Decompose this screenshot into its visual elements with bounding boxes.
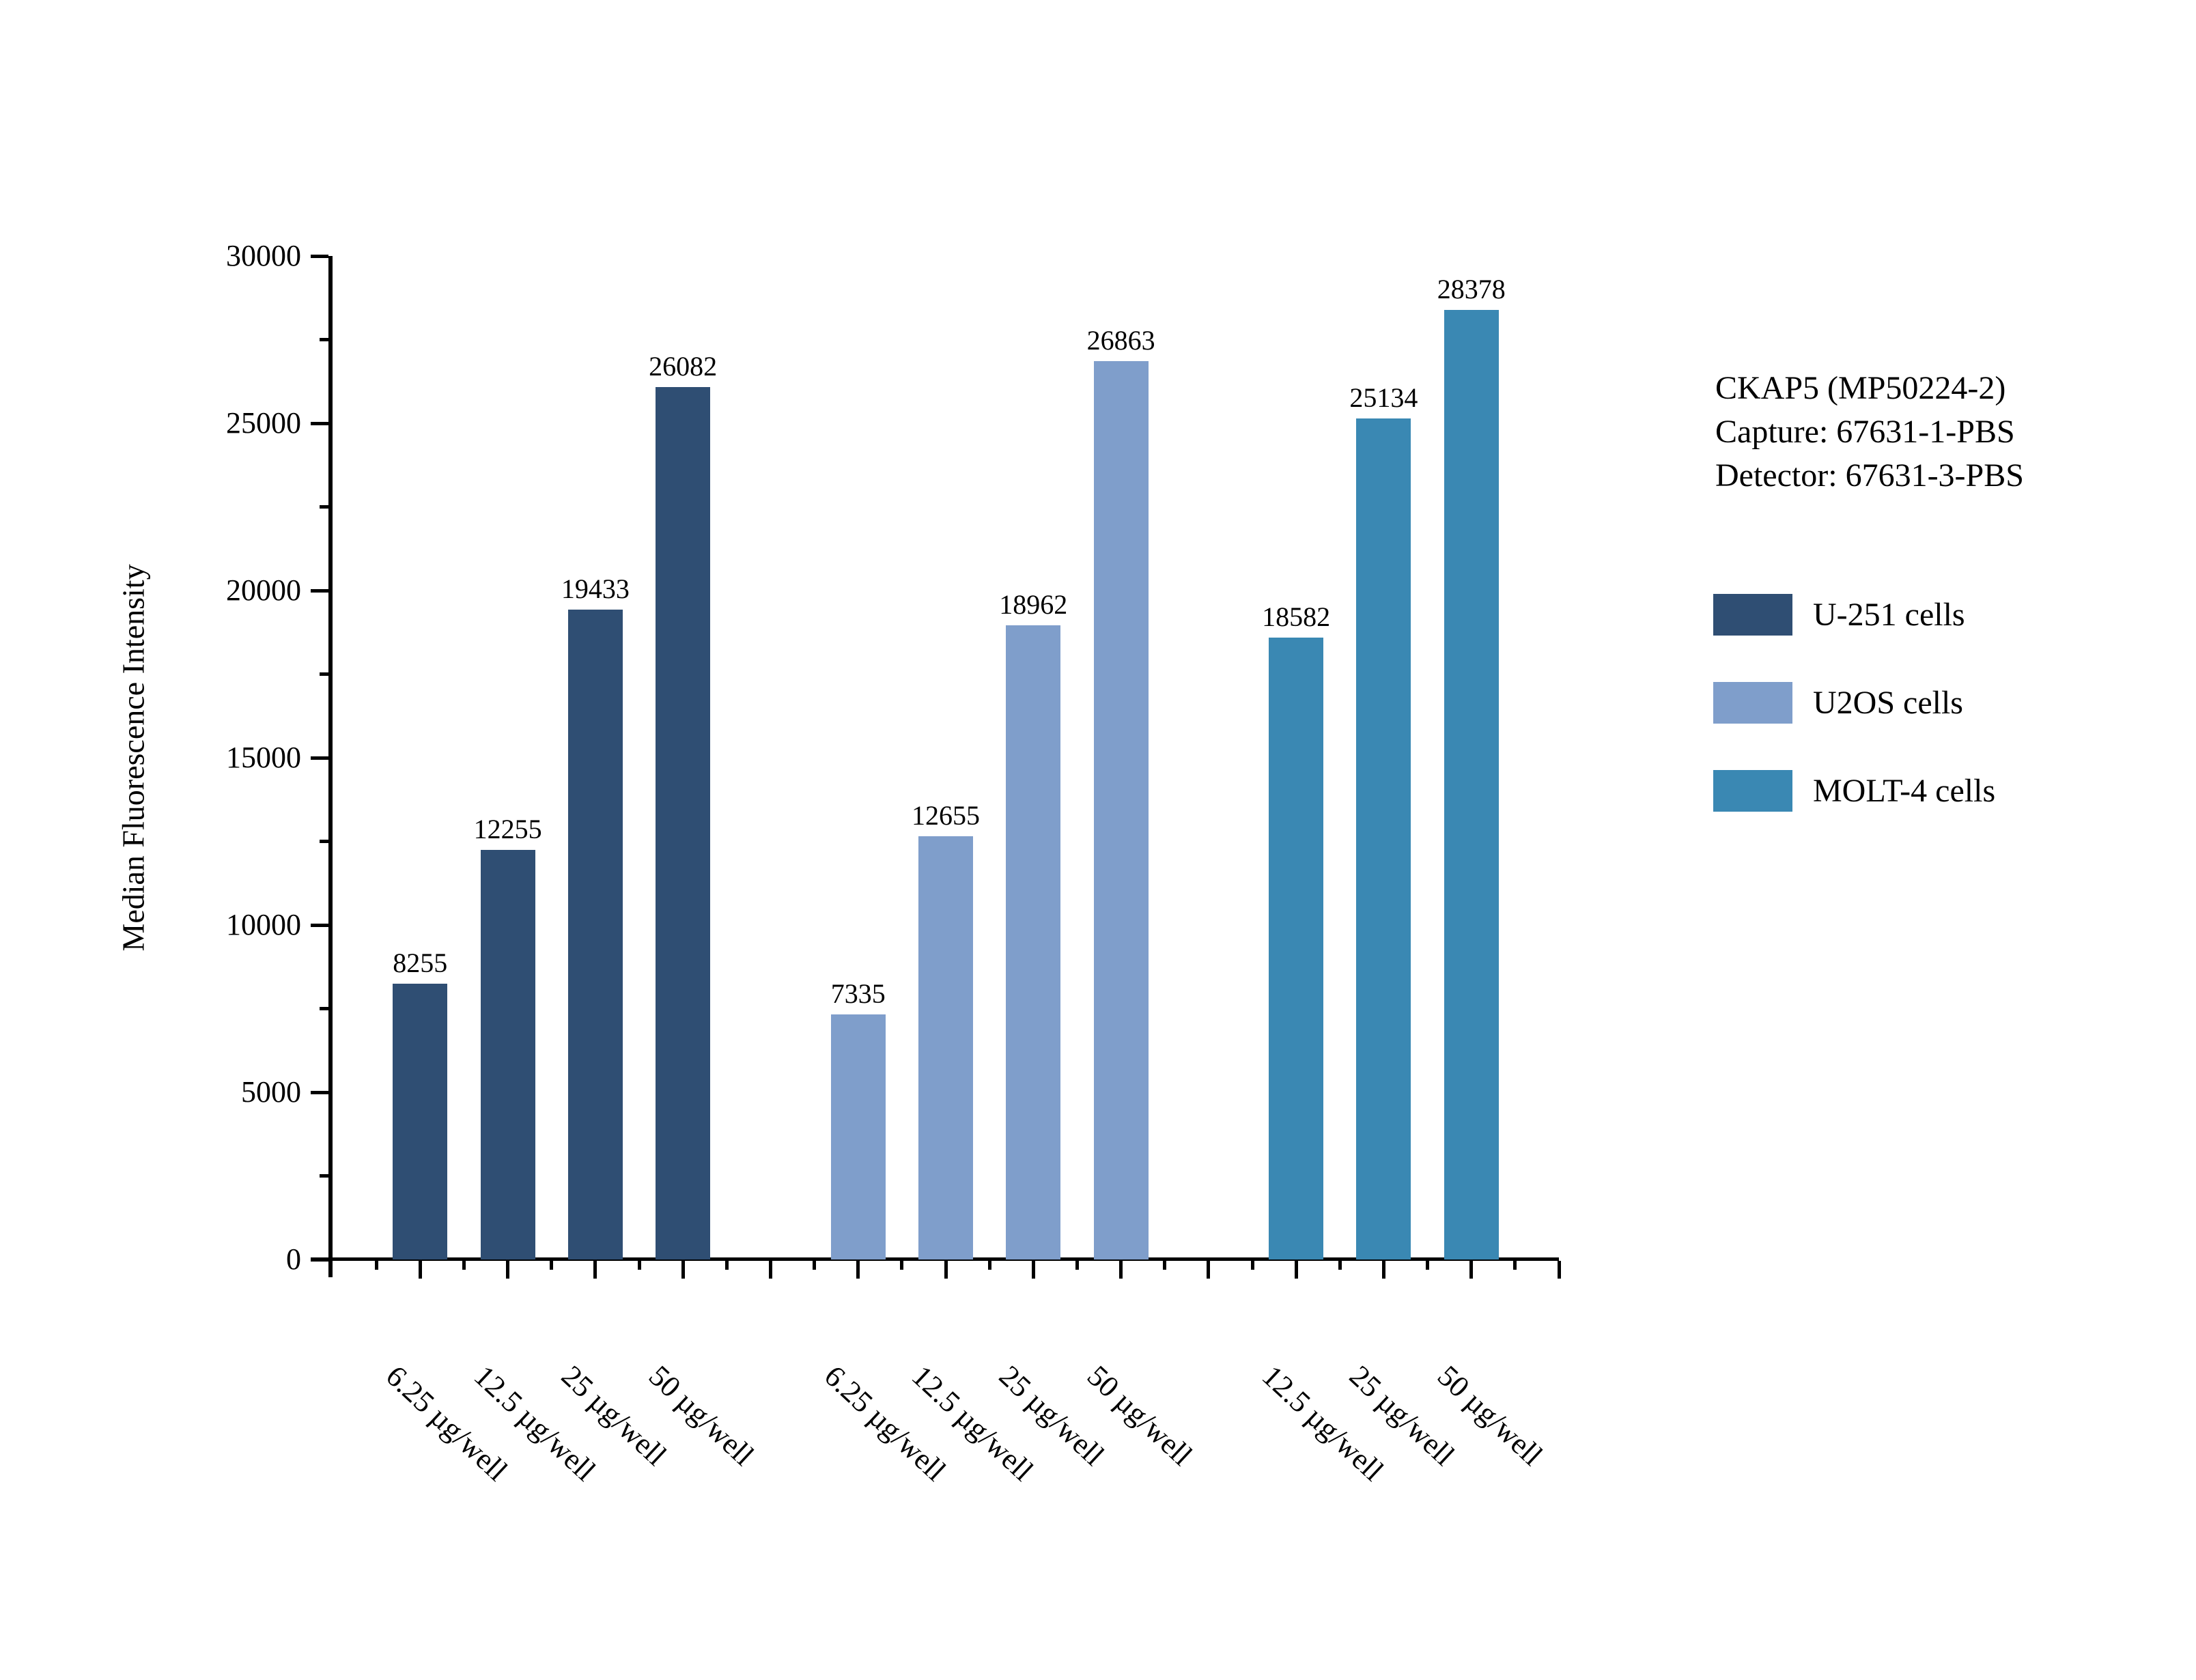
y-minor-tick bbox=[320, 672, 328, 676]
y-major-tick bbox=[311, 923, 328, 927]
x-major-tick bbox=[944, 1261, 948, 1279]
y-tick-label: 5000 bbox=[241, 1075, 301, 1109]
bar-value-label: 12255 bbox=[473, 813, 542, 844]
x-major-tick bbox=[1207, 1261, 1211, 1279]
y-tick-label: 30000 bbox=[226, 239, 301, 272]
legend-swatch bbox=[1713, 594, 1792, 636]
x-minor-tick bbox=[550, 1261, 554, 1270]
x-minor-tick bbox=[1513, 1261, 1517, 1270]
bar-value-label: 7335 bbox=[830, 978, 886, 1009]
plot-area: 0 5000 10000 15000 20000 25000 30000 8255 6.25 µ… bbox=[226, 239, 1561, 1487]
y-major-tick bbox=[311, 756, 328, 760]
y-minor-tick bbox=[320, 1007, 328, 1010]
x-minor-tick bbox=[637, 1261, 641, 1270]
bar-value-label: 18582 bbox=[1262, 601, 1331, 633]
x-minor-tick bbox=[900, 1261, 904, 1270]
x-major-tick bbox=[768, 1261, 772, 1279]
y-axis-title: Median Fluorescence Intensity bbox=[115, 564, 151, 952]
bar bbox=[830, 1014, 886, 1259]
x-major-tick bbox=[1557, 1261, 1561, 1279]
y-minor-tick bbox=[320, 338, 328, 341]
y-tick-label: 15000 bbox=[226, 741, 301, 774]
y-minor-tick bbox=[320, 505, 328, 509]
bar bbox=[1356, 418, 1411, 1259]
legend: U-251 cells U2OS cells MOLT-4 cells bbox=[1713, 594, 1995, 858]
annotation-line-detector: Detector: 67631-3-PBS bbox=[1715, 457, 2024, 494]
x-major-tick bbox=[1381, 1261, 1385, 1279]
y-minor-tick bbox=[320, 1174, 328, 1178]
y-tick-label: 25000 bbox=[226, 406, 301, 440]
x-major-tick bbox=[506, 1261, 510, 1279]
bar bbox=[1093, 360, 1149, 1259]
x-minor-tick bbox=[987, 1261, 991, 1270]
y-major-tick bbox=[311, 588, 328, 593]
y-major-tick bbox=[311, 421, 328, 425]
x-major-tick bbox=[1031, 1261, 1035, 1279]
bar-value-label: 25134 bbox=[1349, 382, 1418, 414]
x-minor-tick bbox=[462, 1261, 466, 1270]
bar-value-label: 19433 bbox=[561, 573, 630, 604]
bar bbox=[567, 609, 623, 1259]
bar-value-label: 12655 bbox=[912, 799, 980, 831]
y-minor-tick bbox=[320, 840, 328, 843]
legend-row: U-251 cells bbox=[1713, 594, 1995, 636]
y-axis-line bbox=[328, 256, 333, 1277]
x-major-tick bbox=[1469, 1261, 1474, 1279]
legend-swatch bbox=[1713, 770, 1792, 812]
x-major-tick bbox=[681, 1261, 685, 1279]
x-minor-tick bbox=[724, 1261, 729, 1270]
x-minor-tick bbox=[374, 1261, 378, 1270]
bar-value-label: 26863 bbox=[1086, 324, 1155, 356]
annotation-line-target: CKAP5 (MP50224-2) bbox=[1715, 370, 2006, 406]
y-tick-label: 0 bbox=[286, 1242, 301, 1276]
x-major-tick bbox=[1119, 1261, 1123, 1279]
x-major-tick bbox=[1294, 1261, 1298, 1279]
bar bbox=[1269, 638, 1324, 1259]
bar bbox=[918, 836, 973, 1259]
bar bbox=[656, 386, 711, 1259]
legend-label: U2OS cells bbox=[1813, 685, 1963, 721]
bar bbox=[1444, 310, 1499, 1259]
legend-label: U-251 cells bbox=[1813, 597, 1965, 633]
legend-row: U2OS cells bbox=[1713, 682, 1995, 724]
legend-label: MOLT-4 cells bbox=[1813, 773, 1996, 809]
legend-swatch bbox=[1713, 682, 1792, 724]
x-minor-tick bbox=[1338, 1261, 1342, 1270]
legend-row: MOLT-4 cells bbox=[1713, 770, 1995, 812]
y-tick-label: 10000 bbox=[226, 908, 301, 941]
bar-value-label: 26082 bbox=[649, 350, 718, 382]
annotation-block: CKAP5 (MP50224-2) Capture: 67631-1-PBS D… bbox=[1715, 367, 2024, 498]
x-major-tick bbox=[593, 1261, 597, 1279]
x-major-tick bbox=[418, 1261, 422, 1279]
bar bbox=[1006, 625, 1061, 1259]
x-minor-tick bbox=[1426, 1261, 1430, 1270]
bar-value-label: 28378 bbox=[1437, 274, 1506, 305]
x-minor-tick bbox=[1163, 1261, 1167, 1270]
x-major-tick bbox=[856, 1261, 860, 1279]
annotation-line-capture: Capture: 67631-1-PBS bbox=[1715, 414, 2015, 450]
y-major-tick bbox=[311, 1257, 328, 1262]
x-minor-tick bbox=[1075, 1261, 1079, 1270]
y-major-tick bbox=[311, 1090, 328, 1094]
y-tick-label: 20000 bbox=[226, 573, 301, 607]
bar bbox=[480, 849, 535, 1259]
y-major-tick bbox=[311, 254, 328, 258]
bar-value-label: 8255 bbox=[393, 947, 448, 978]
x-minor-tick bbox=[1250, 1261, 1254, 1270]
bar-value-label: 18962 bbox=[999, 588, 1068, 620]
x-minor-tick bbox=[813, 1261, 817, 1270]
bar bbox=[393, 983, 448, 1259]
